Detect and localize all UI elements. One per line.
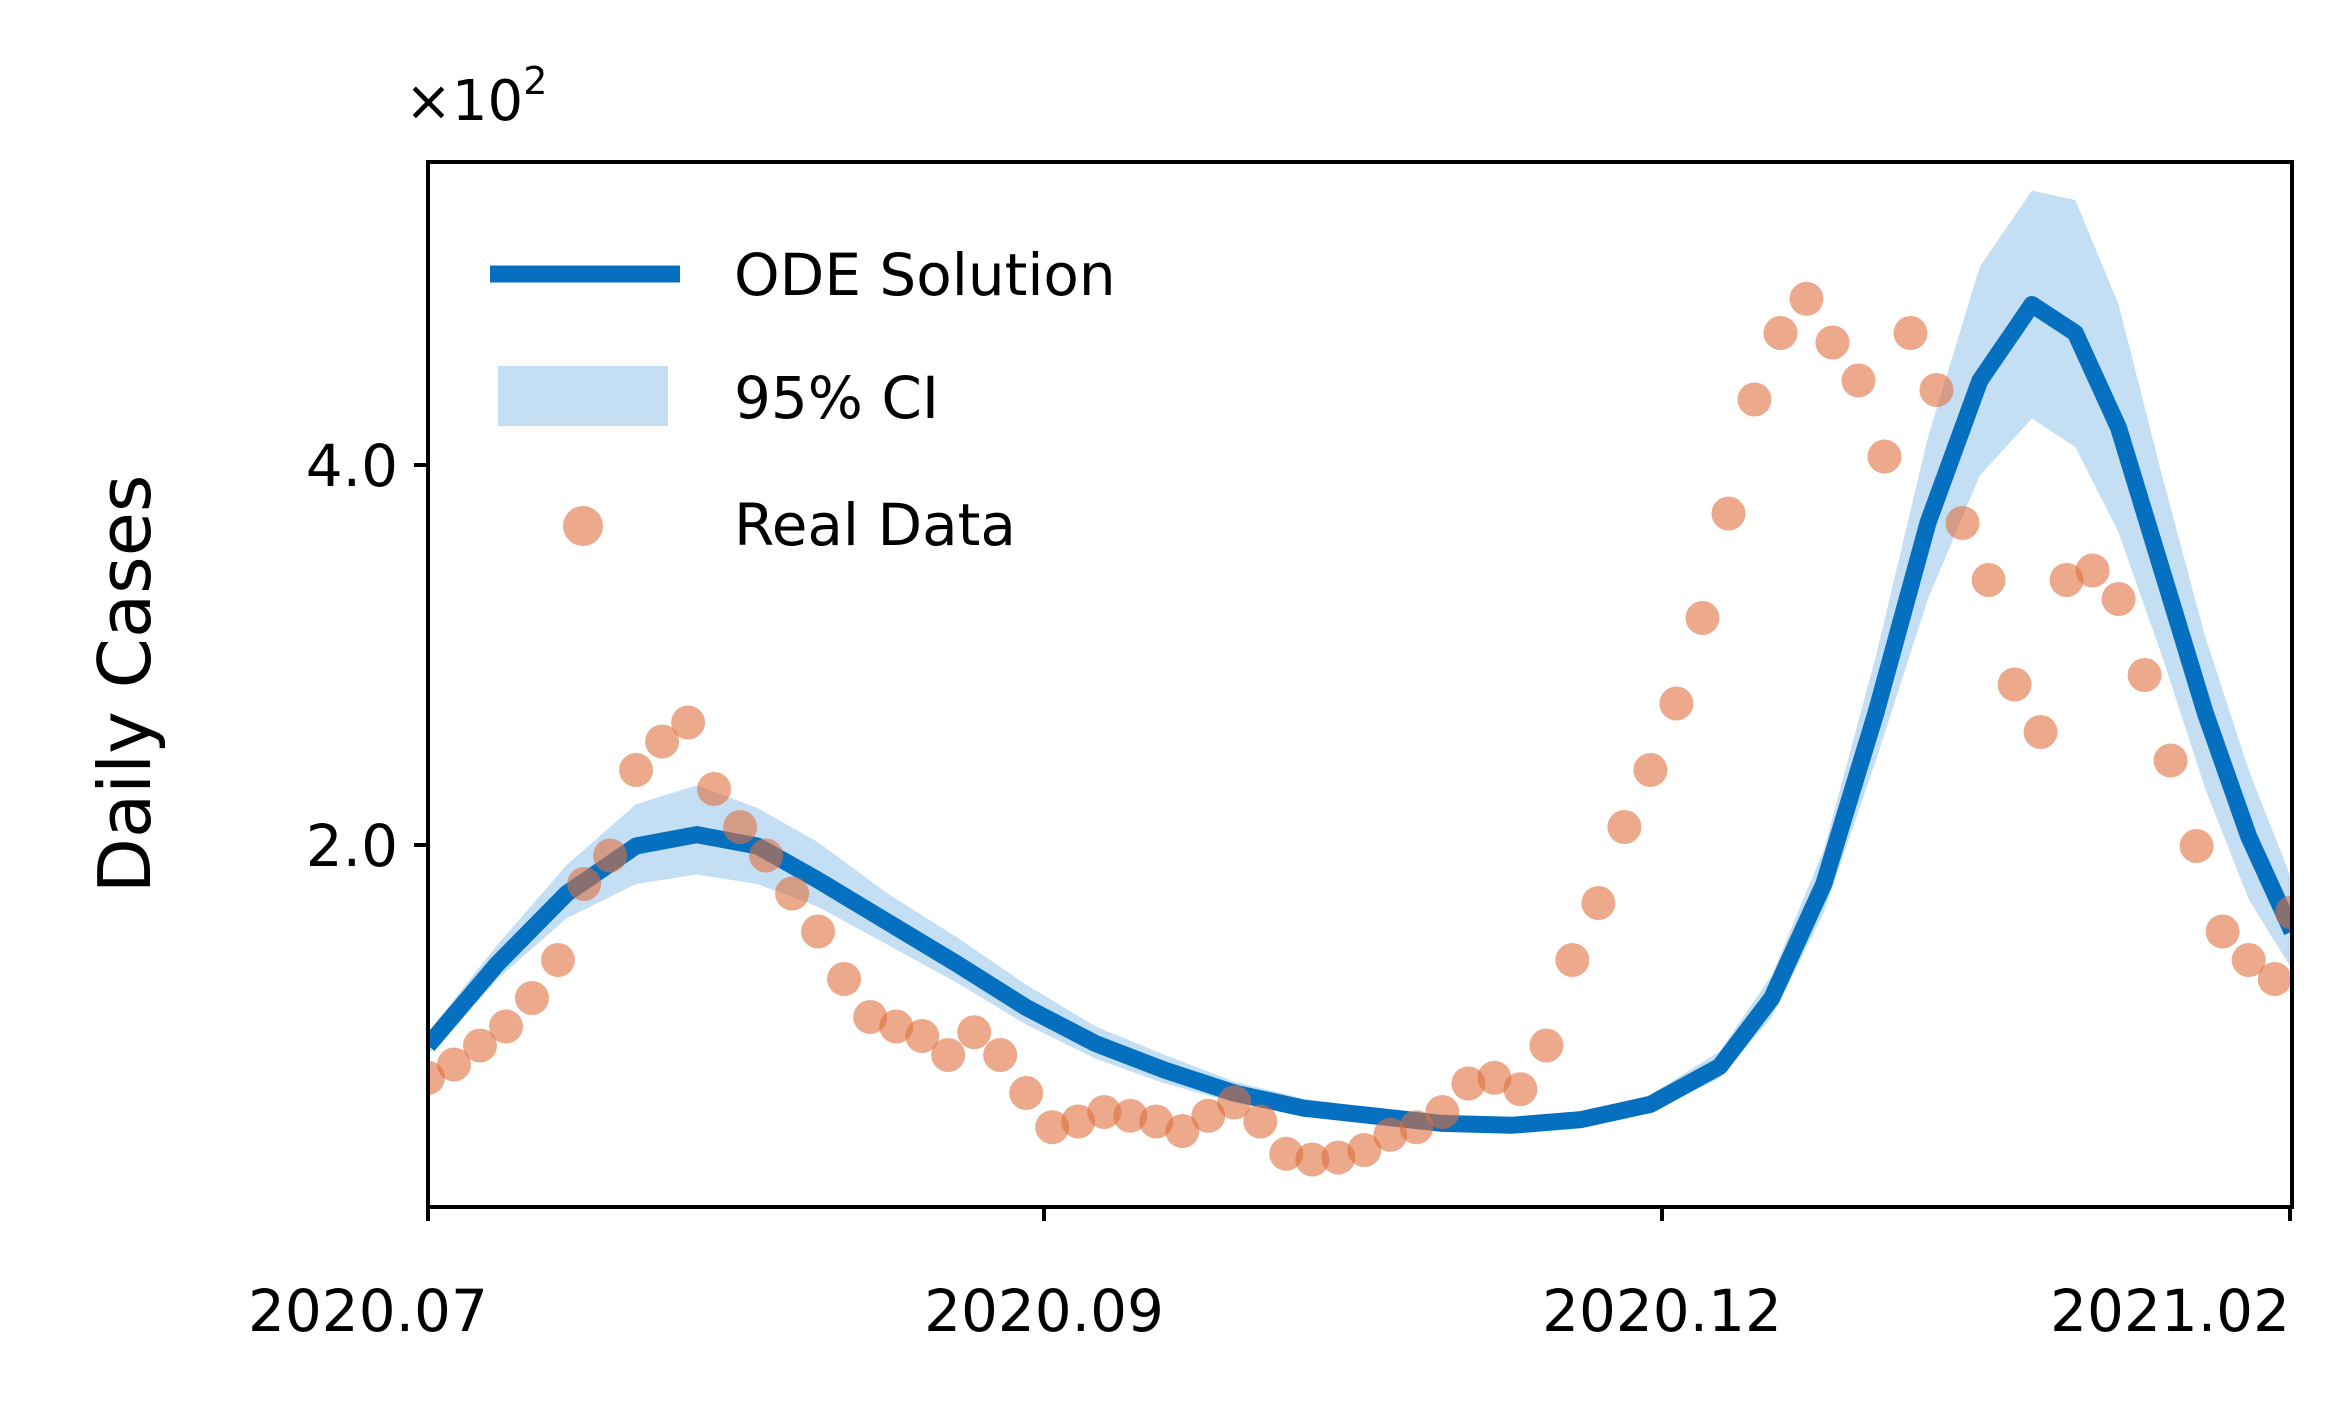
real-data-point bbox=[1711, 496, 1746, 531]
real-data-point bbox=[1659, 686, 1694, 721]
y-multiplier: ×102 bbox=[405, 59, 547, 134]
real-data-point bbox=[489, 1009, 523, 1044]
x-tick-label: 2021.02 bbox=[2050, 1277, 2290, 1345]
real-data-point bbox=[1373, 1117, 1408, 1152]
real-data-point bbox=[1035, 1110, 1070, 1145]
legend-data-swatch bbox=[563, 506, 603, 546]
real-data-point bbox=[1295, 1142, 1330, 1177]
real-data-point bbox=[1737, 382, 1772, 417]
real-data-point bbox=[1919, 373, 1954, 407]
real-data-point bbox=[2127, 658, 2162, 692]
real-data-point bbox=[1243, 1104, 1278, 1139]
x-tick-label: 2020.12 bbox=[1542, 1277, 1782, 1345]
real-data-point bbox=[2049, 563, 2084, 597]
real-data-point bbox=[1269, 1136, 1304, 1171]
real-data-point bbox=[723, 810, 758, 844]
real-data-point bbox=[2231, 943, 2266, 977]
real-data-point bbox=[1321, 1140, 1356, 1175]
legend-ci-swatch bbox=[498, 366, 668, 426]
real-data-point bbox=[2101, 582, 2136, 616]
real-data-point bbox=[1789, 281, 1824, 316]
real-data-points bbox=[428, 281, 2292, 1177]
real-data-point bbox=[463, 1028, 497, 1063]
y-multiplier-exponent: 2 bbox=[523, 59, 547, 103]
y-axis: 2.0 4.0 bbox=[306, 432, 428, 880]
real-data-point bbox=[567, 867, 602, 901]
real-data-point bbox=[827, 962, 862, 996]
legend-ci-label: 95% CI bbox=[734, 364, 939, 432]
real-data-point bbox=[749, 838, 784, 873]
real-data-point bbox=[1581, 886, 1616, 920]
legend-ode-label: ODE Solution bbox=[734, 241, 1116, 309]
real-data-point bbox=[1061, 1104, 1096, 1139]
real-data-point bbox=[2153, 743, 2188, 778]
x-tick-label: 2020.07 bbox=[248, 1277, 488, 1345]
real-data-point bbox=[437, 1047, 471, 1082]
real-data-point bbox=[515, 981, 549, 1015]
real-data-point bbox=[2257, 962, 2292, 996]
real-data-point bbox=[879, 1009, 914, 1044]
real-data-point bbox=[1997, 667, 2032, 702]
real-data-point bbox=[1503, 1072, 1538, 1107]
real-data-point bbox=[593, 838, 628, 873]
real-data-point bbox=[983, 1038, 1018, 1072]
real-data-point bbox=[931, 1038, 966, 1072]
y-tick-label: 2.0 bbox=[306, 812, 398, 880]
plot-area bbox=[428, 190, 2292, 1177]
real-data-point bbox=[1113, 1098, 1148, 1133]
real-data-point bbox=[1087, 1095, 1122, 1129]
plot-frame bbox=[426, 160, 2294, 1209]
real-data-point bbox=[697, 772, 732, 806]
real-data-point bbox=[2179, 829, 2214, 863]
real-data-point bbox=[1347, 1133, 1382, 1167]
x-tick-label: 2020.09 bbox=[924, 1277, 1164, 1345]
real-data-point bbox=[1945, 506, 1980, 540]
real-data-point bbox=[619, 753, 654, 787]
legend: ODE Solution 95% CI Real Data bbox=[490, 241, 1116, 559]
real-data-point bbox=[1607, 810, 1642, 844]
real-data-point bbox=[1867, 439, 1902, 474]
real-data-point bbox=[2205, 914, 2240, 949]
real-data-point bbox=[1451, 1066, 1486, 1101]
real-data-point bbox=[1165, 1114, 1200, 1148]
real-data-point bbox=[2023, 715, 2058, 749]
real-data-point bbox=[1425, 1095, 1460, 1129]
real-data-point bbox=[1217, 1085, 1252, 1120]
real-data-point bbox=[1893, 316, 1928, 350]
real-data-point bbox=[1477, 1060, 1512, 1095]
real-data-point bbox=[1815, 325, 1850, 360]
y-axis-title: Daily Cases bbox=[83, 475, 167, 894]
real-data-point bbox=[1529, 1028, 1564, 1063]
real-data-point bbox=[1009, 1076, 1044, 1110]
y-tick-label: 4.0 bbox=[306, 432, 398, 500]
real-data-point bbox=[1555, 943, 1590, 977]
real-data-point bbox=[1139, 1104, 1174, 1139]
real-data-point bbox=[541, 943, 575, 977]
y-multiplier-base: ×10 bbox=[405, 69, 523, 134]
legend-data-label: Real Data bbox=[734, 491, 1016, 559]
real-data-point bbox=[645, 724, 680, 759]
real-data-point bbox=[1399, 1110, 1434, 1145]
x-axis: 2020.07 2020.09 2020.12 2021.02 bbox=[248, 1207, 2292, 1345]
real-data-point bbox=[1685, 601, 1720, 635]
real-data-point bbox=[905, 1019, 940, 1053]
real-data-point bbox=[2275, 895, 2292, 930]
real-data-point bbox=[957, 1015, 992, 1050]
real-data-point bbox=[775, 876, 810, 911]
real-data-point bbox=[1633, 753, 1668, 787]
real-data-point bbox=[671, 705, 706, 740]
real-data-point bbox=[853, 1000, 888, 1034]
real-data-point bbox=[801, 914, 836, 949]
real-data-point bbox=[1971, 563, 2006, 597]
real-data-point bbox=[2075, 553, 2110, 588]
real-data-point bbox=[1191, 1098, 1226, 1133]
real-data-point bbox=[1841, 363, 1876, 398]
real-data-point bbox=[1763, 316, 1798, 350]
